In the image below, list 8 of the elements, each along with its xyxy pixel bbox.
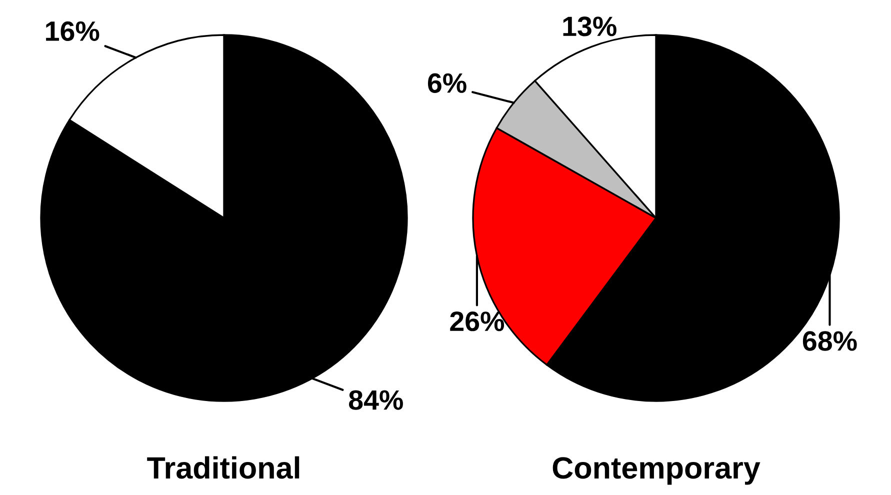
data-label: 84% [348,390,403,410]
text: Traditional [147,456,300,479]
data-label: 26% [450,312,504,332]
data-label: 13% [563,16,616,36]
text: Contemporary [552,457,760,485]
data-label: 16% [46,21,100,42]
data-label: 6% [428,73,466,93]
data-label: 68% [802,331,857,351]
